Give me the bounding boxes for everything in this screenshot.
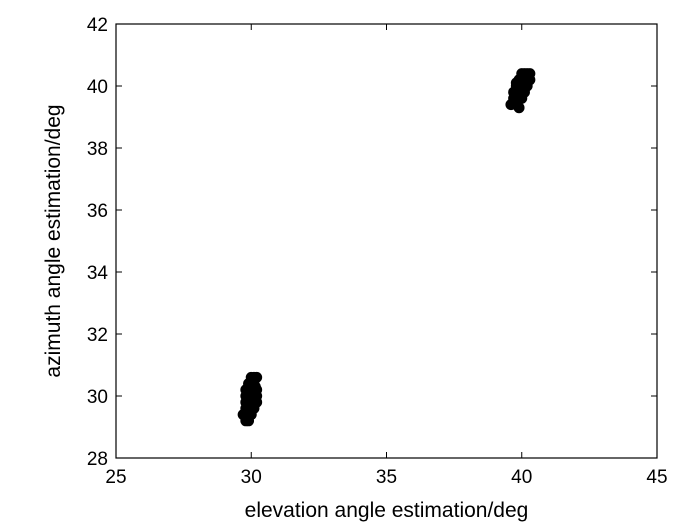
y-tick-label: 30 [87, 387, 108, 408]
y-tick-label: 38 [87, 139, 108, 160]
x-tick-label: 40 [511, 467, 532, 488]
x-tick-label: 30 [241, 467, 262, 488]
x-tick-label: 25 [105, 467, 126, 488]
y-tick-label: 40 [87, 77, 108, 98]
data-point-cluster-2 [517, 71, 529, 83]
y-tick-label: 42 [87, 15, 108, 36]
data-point-cluster-1 [251, 371, 263, 383]
data-point-cluster-2 [514, 83, 526, 95]
data-point-cluster-2 [513, 102, 525, 114]
y-tick-label: 28 [87, 449, 108, 470]
x-tick-label: 45 [646, 467, 667, 488]
y-tick-label: 34 [87, 263, 109, 284]
data-points [237, 68, 536, 427]
y-tick-label: 32 [87, 325, 108, 346]
plot-area [115, 23, 658, 459]
x-tick-label: 35 [376, 467, 397, 488]
x-axis-label: elevation angle estimation/deg [245, 499, 529, 522]
y-tick-label: 36 [87, 201, 108, 222]
y-tick-labels: 28 30 32 34 36 38 40 42 [87, 15, 109, 470]
x-tick-labels: 25 30 35 40 45 [105, 467, 667, 488]
data-point-cluster-1 [249, 381, 261, 393]
y-axis-label: azimuth angle estimation/deg [42, 104, 65, 377]
axis-ticks [115, 23, 658, 459]
